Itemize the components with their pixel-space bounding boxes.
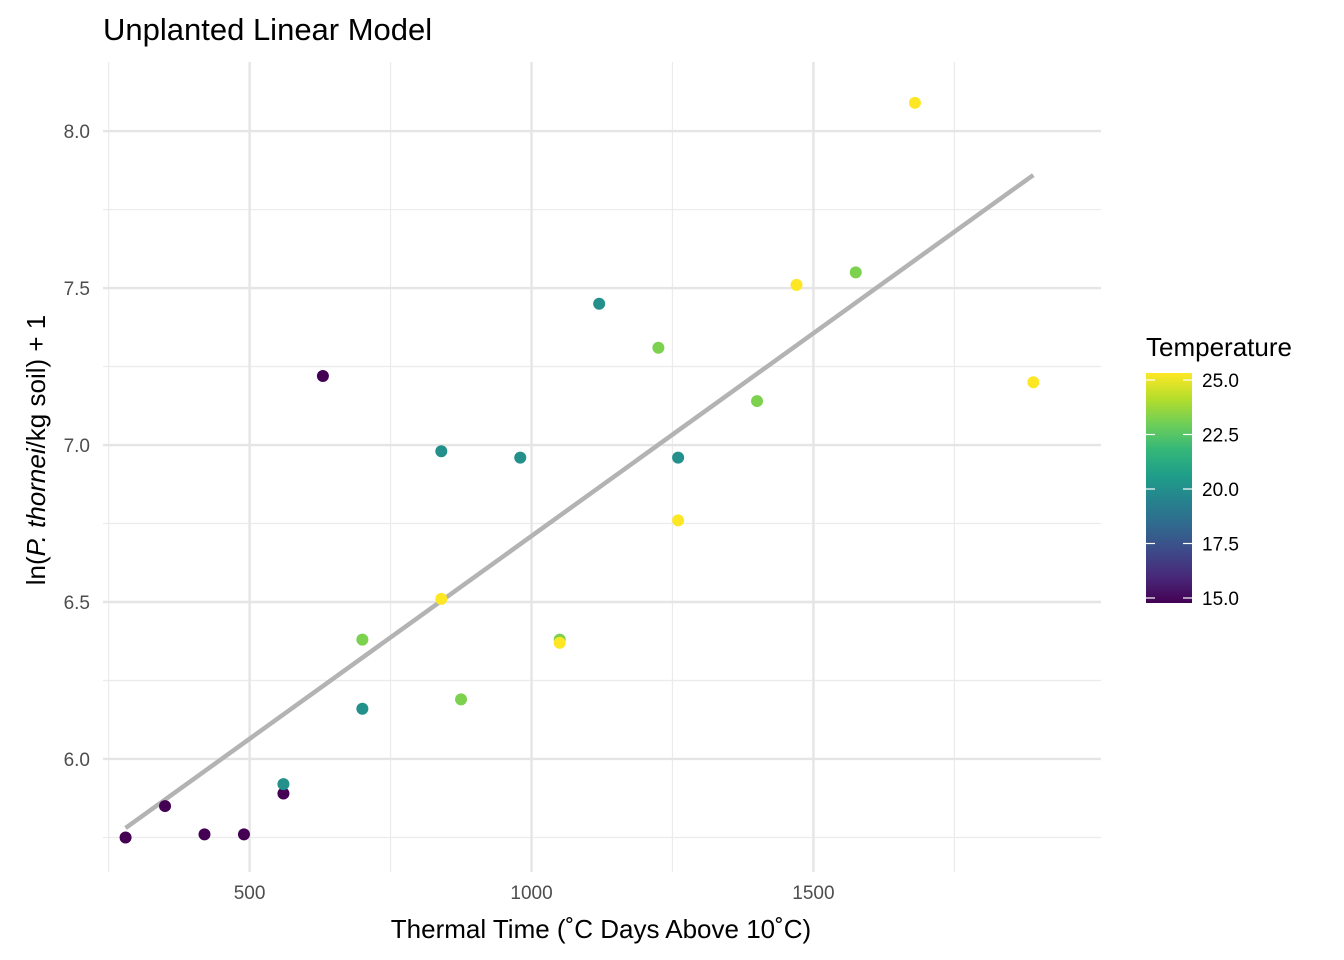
- y-axis-title: ln(P. thornei/kg soil) + 1: [21, 315, 51, 586]
- y-tick-label: 6.0: [64, 750, 90, 771]
- major-gridlines: [103, 62, 1101, 872]
- legend-tick-label: 15.0: [1202, 589, 1239, 610]
- data-point: [672, 514, 685, 527]
- data-point: [277, 787, 290, 800]
- data-point: [593, 297, 606, 310]
- data-point: [1027, 376, 1040, 389]
- x-axis-ticks: 500 1000 1500: [234, 883, 835, 904]
- y-tick-label: 7.5: [64, 279, 90, 300]
- data-point: [672, 451, 685, 464]
- data-point: [435, 445, 448, 458]
- chart-title: Unplanted Linear Model: [103, 12, 432, 47]
- data-point: [455, 693, 468, 706]
- legend-title: Temperature: [1146, 332, 1292, 362]
- data-point: [652, 341, 665, 354]
- legend-colorbar: [1146, 373, 1192, 603]
- y-axis-title-italic: P. thornei: [21, 447, 51, 556]
- data-point: [908, 96, 921, 109]
- legend-tick-label: 25.0: [1202, 371, 1239, 392]
- y-tick-label: 6.5: [64, 593, 90, 614]
- legend-tick-label: 17.5: [1202, 535, 1239, 556]
- y-axis-title-suffix: /kg soil) + 1: [21, 315, 51, 449]
- x-tick-label: 1500: [792, 883, 834, 904]
- legend-tick-label: 22.5: [1202, 426, 1239, 447]
- data-point: [198, 828, 211, 841]
- data-points: [119, 96, 1040, 844]
- data-point: [316, 369, 329, 382]
- data-point: [514, 451, 527, 464]
- x-tick-label: 1000: [510, 883, 552, 904]
- legend-tick-label: 20.0: [1202, 480, 1239, 501]
- data-point: [119, 831, 132, 844]
- regression-line: [124, 173, 1035, 830]
- data-point: [435, 592, 448, 605]
- data-point: [356, 702, 369, 715]
- data-point: [751, 395, 764, 408]
- data-point: [553, 636, 566, 649]
- y-axis-title-prefix: ln(: [21, 556, 51, 585]
- y-tick-label: 7.0: [64, 436, 90, 457]
- data-point: [237, 828, 250, 841]
- data-point: [356, 633, 369, 646]
- y-axis-ticks: 6.0 6.5 7.0 7.5 8.0: [64, 122, 90, 771]
- x-axis-title: Thermal Time (˚C Days Above 10˚C): [391, 914, 811, 944]
- legend-ticks: 15.0 17.5 20.0 22.5 25.0: [1146, 371, 1239, 610]
- y-tick-label: 8.0: [64, 122, 90, 143]
- data-point: [849, 266, 862, 279]
- regression-line-segment: [124, 173, 1035, 830]
- minor-gridlines: [103, 62, 1101, 872]
- data-point: [277, 778, 290, 791]
- data-point: [790, 278, 803, 291]
- data-point: [159, 800, 172, 813]
- x-tick-label: 500: [234, 883, 266, 904]
- color-legend: Temperature 15.0 17.5 20.0 22.5 25.0: [1146, 332, 1292, 610]
